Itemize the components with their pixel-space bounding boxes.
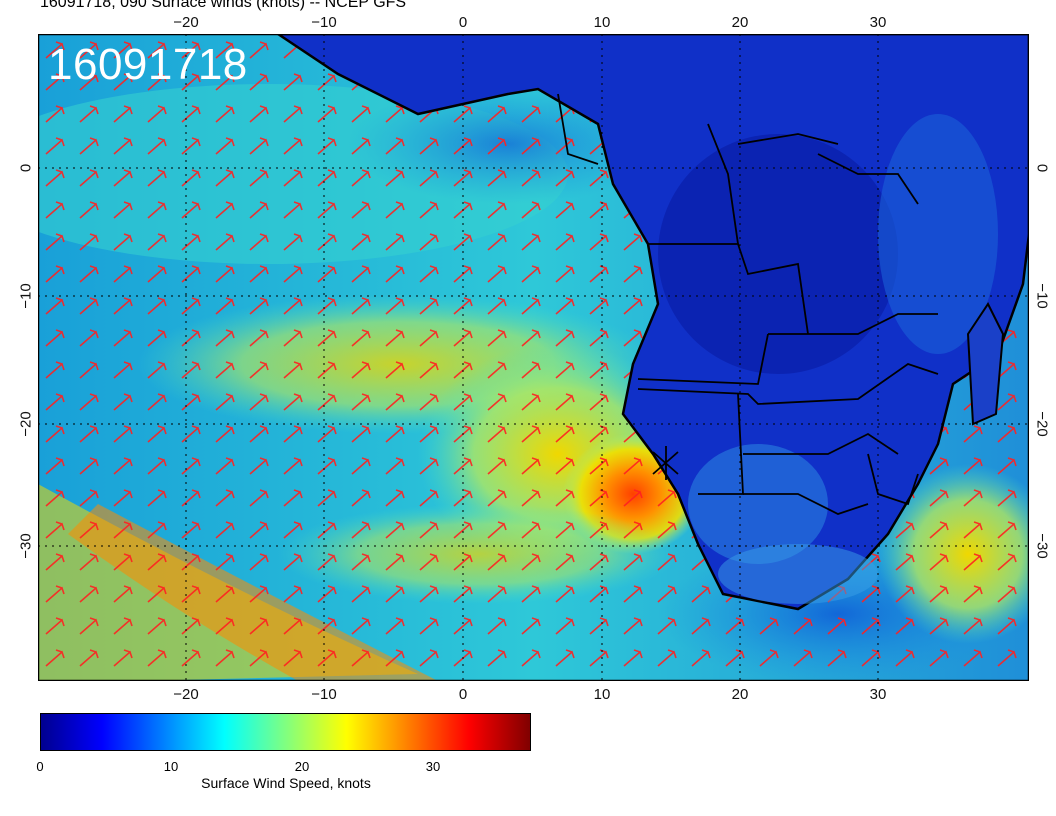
colorbar-tick-30: 30 <box>425 759 441 774</box>
lat-tick-left-0: 0 <box>17 163 35 173</box>
lon-tick-bottom-0: 0 <box>458 686 468 703</box>
lat-tick-right-m10: −10 <box>1033 283 1051 309</box>
station-marker <box>652 446 679 480</box>
colorbar-tick-10: 10 <box>163 759 179 774</box>
lon-tick-top-20: 20 <box>731 14 749 31</box>
wind-map-canvas <box>38 34 1029 681</box>
lat-tick-left-m20: −20 <box>17 411 35 437</box>
madagascar <box>966 302 1005 426</box>
lon-tick-bottom-20: 20 <box>731 686 749 703</box>
colorbar-title: Surface Wind Speed, knots <box>201 775 371 791</box>
lat-tick-right-0: 0 <box>1033 163 1051 173</box>
lon-tick-top-m10: −10 <box>311 14 337 31</box>
colorbar-tick-20: 20 <box>294 759 310 774</box>
valid-time-stamp: 16091718 <box>48 40 248 89</box>
lon-tick-top-30: 30 <box>869 14 887 31</box>
wind-map <box>38 34 1029 681</box>
lon-tick-top-0: 0 <box>458 14 468 31</box>
lon-tick-bottom-m20: −20 <box>173 686 199 703</box>
lat-tick-left-m10: −10 <box>17 283 35 309</box>
colorbar-tick-0: 0 <box>36 759 44 774</box>
colorbar <box>40 713 531 751</box>
lat-tick-right-m30: −30 <box>1033 533 1051 559</box>
map-title: 16091718, 090 Surface winds (knots) -- N… <box>40 0 407 11</box>
lon-tick-top-m20: −20 <box>173 14 199 31</box>
lon-tick-bottom-30: 30 <box>869 686 887 703</box>
lon-tick-bottom-10: 10 <box>593 686 611 703</box>
lon-tick-top-10: 10 <box>593 14 611 31</box>
lat-tick-left-m30: −30 <box>17 533 35 559</box>
lat-tick-right-m20: −20 <box>1033 411 1051 437</box>
lon-tick-bottom-m10: −10 <box>311 686 337 703</box>
graticule <box>38 34 1029 681</box>
